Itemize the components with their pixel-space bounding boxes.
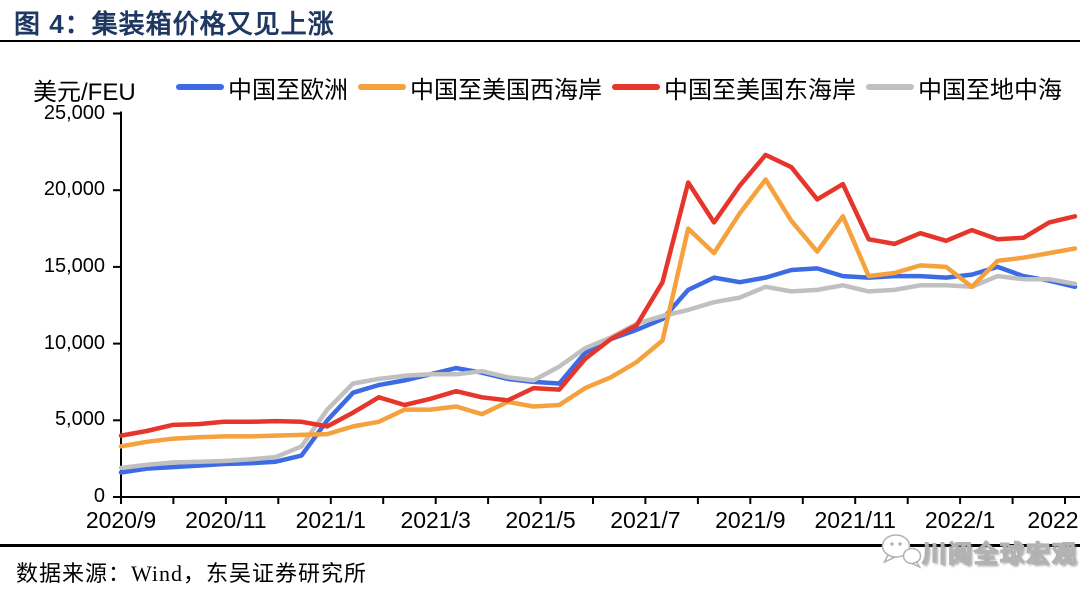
x-axis-tick-label: 2022 [1027,507,1079,533]
y-axis-tick-label: 0 [93,485,105,507]
us-east-line-swatch-icon [612,84,660,90]
series-line-0 [118,264,1078,475]
chat-bubbles-icon [881,534,922,569]
mediterranean-line-swatch-icon [866,84,914,90]
y-axis-tick-label: 20,000 [43,178,105,201]
legend-item-europe: 中国至欧洲 [176,70,348,105]
watermark-text: 川阅全球宏观 [921,540,1078,568]
europe-line-swatch-icon [176,84,224,90]
y-axis-unit-label: 美元/FEU [33,79,136,106]
chart-legend: 中国至欧洲 中国至美国西海岸 中国至美国东海岸 中国至地中海 [176,70,1062,104]
axes [120,111,1080,498]
series-line-1 [118,177,1078,449]
x-axis-tick-label: 2021/7 [610,507,681,533]
footer-divider-line [0,544,1080,547]
legend-label-mediterranean: 中国至地中海 [918,76,1062,104]
title-divider-line [0,40,1080,42]
y-axis-tick-label: 5,000 [54,408,105,431]
y-axis-tick-label: 25,000 [43,101,105,124]
figure-title: 图 4：集装箱价格又见上涨 [14,9,335,39]
y-axis-tick-label: 10,000 [43,331,105,354]
watermark: 川阅全球宏观 [880,533,1078,569]
legend-item-mediterranean: 中国至地中海 [856,70,1062,105]
us-west-line-swatch-icon [358,84,406,90]
x-axis-tick-label: 2021/5 [505,507,576,533]
legend-label-us-east: 中国至美国东海岸 [664,76,856,104]
data-source-note: 数据来源：Wind，东吴证券研究所 [16,561,367,586]
x-axis-tick-label: 2021/3 [400,507,471,533]
y-axis-tick-label: 15,000 [43,254,105,277]
x-axis-tick-label: 2020/9 [85,507,157,533]
legend-item-us-west: 中国至美国西海岸 [348,70,602,105]
series-line-2 [118,152,1078,438]
x-axis-tick-label: 2022/1 [924,507,996,533]
series-line-3 [118,273,1078,471]
x-axis-tick-label: 2021/9 [715,507,786,533]
x-axis-tick-label: 2021/11 [814,507,896,533]
x-axis-tick-label: 2021/1 [295,507,366,533]
legend-label-europe: 中国至欧洲 [228,76,348,104]
legend-item-us-east: 中国至美国东海岸 [602,70,856,105]
x-axis-tick-label: 2020/11 [185,507,267,533]
legend-label-us-west: 中国至美国西海岸 [410,76,602,104]
